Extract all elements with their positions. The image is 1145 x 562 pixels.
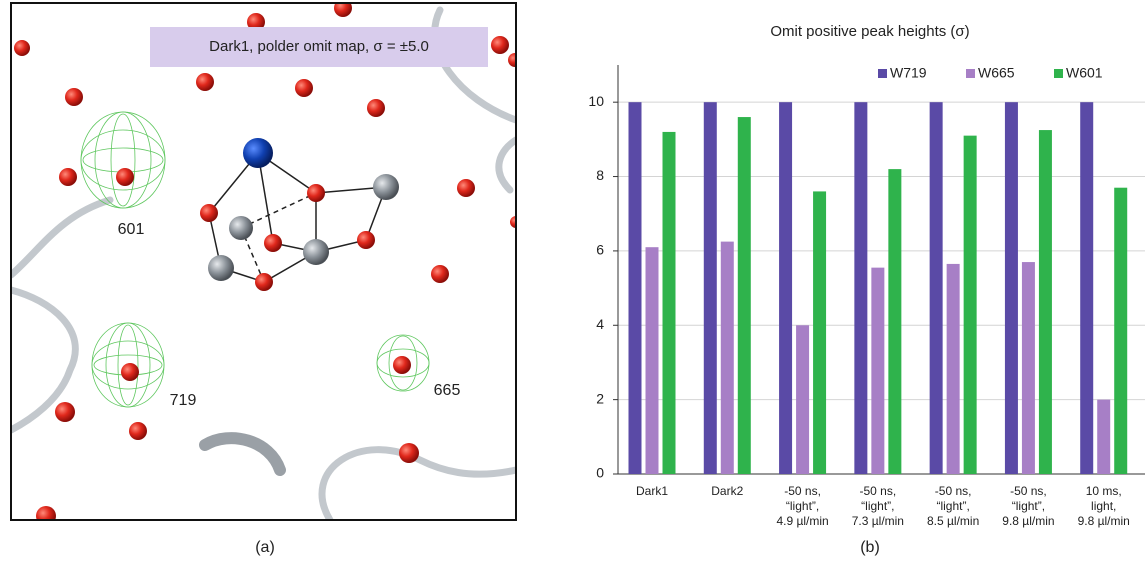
bar (888, 169, 901, 474)
y-tick-label: 0 (596, 465, 604, 481)
bar (1005, 102, 1018, 474)
bar (964, 136, 977, 474)
legend-swatch (966, 69, 975, 78)
y-tick-label: 4 (596, 316, 604, 332)
x-tick-label: “light”, (861, 499, 894, 513)
bar (779, 102, 792, 474)
bar (854, 102, 867, 474)
x-tick-label: “light”, (936, 499, 969, 513)
bar (930, 102, 943, 474)
x-tick-label: Dark1 (636, 484, 668, 498)
x-tick-label: -50 ns, (1010, 484, 1047, 498)
legend-label: W719 (890, 65, 927, 81)
x-tick-label: light, (1091, 499, 1116, 513)
figure: Dark1, polder omit map, σ = ±5.0 601 719… (0, 0, 1145, 562)
x-tick-label: “light”, (786, 499, 819, 513)
bar (1039, 130, 1052, 474)
bar (1097, 400, 1110, 474)
legend-swatch (878, 69, 887, 78)
bar (871, 268, 884, 474)
bar (663, 132, 676, 474)
x-tick-label: 10 ms, (1086, 484, 1122, 498)
bar (947, 264, 960, 474)
legend-swatch (1054, 69, 1063, 78)
bar (813, 191, 826, 474)
residue-label: 719 (170, 392, 197, 409)
bar (646, 247, 659, 474)
x-tick-label: -50 ns, (784, 484, 821, 498)
x-tick-label: -50 ns, (935, 484, 972, 498)
legend-label: W665 (978, 65, 1015, 81)
chart-title: Omit positive peak heights (σ) (770, 23, 969, 40)
x-tick-label: -50 ns, (860, 484, 897, 498)
bar (721, 242, 734, 474)
bar (1022, 262, 1035, 474)
x-tick-label: Dark2 (711, 484, 743, 498)
y-tick-label: 2 (596, 390, 604, 406)
panel-caption: (b) (860, 539, 880, 556)
x-tick-label: 7.3 µl/min (852, 514, 904, 528)
x-tick-label: 8.5 µl/min (927, 514, 979, 528)
structure-panel (11, 0, 522, 526)
panel-label: Dark1, polder omit map, σ = ±5.0 (209, 38, 429, 55)
bar (704, 102, 717, 474)
residue-label: 601 (118, 221, 145, 238)
x-tick-label: “light”, (1012, 499, 1045, 513)
x-tick-label: 4.9 µl/min (776, 514, 828, 528)
bar (1114, 188, 1127, 474)
bar (629, 102, 642, 474)
panel-caption: (a) (255, 539, 275, 556)
x-tick-label: 9.8 µl/min (1078, 514, 1130, 528)
residue-label: 665 (434, 382, 461, 399)
ribbons (11, 10, 516, 520)
bar (1080, 102, 1093, 474)
bar (796, 325, 809, 474)
bar (738, 117, 751, 474)
y-tick-label: 6 (596, 242, 604, 258)
y-tick-label: 10 (588, 93, 604, 109)
y-tick-label: 8 (596, 167, 604, 183)
legend-label: W601 (1066, 65, 1103, 81)
x-tick-label: 9.8 µl/min (1002, 514, 1054, 528)
